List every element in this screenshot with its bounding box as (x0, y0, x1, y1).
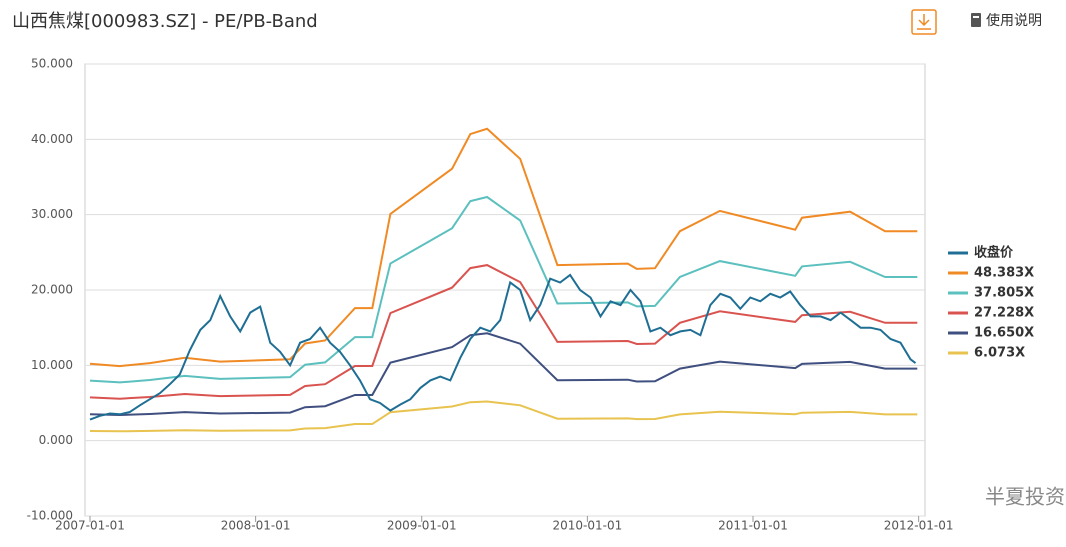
y-tick-label: 50.000 (31, 57, 73, 71)
watermark: 半夏投资 (985, 485, 1065, 509)
y-tick-label: 40.000 (31, 132, 73, 146)
x-tick-label: 2012-01-01 (884, 519, 954, 533)
y-tick-label: -10.000 (27, 509, 73, 523)
series-line (89, 332, 918, 417)
x-tick-label: 2008-01-01 (221, 519, 291, 533)
series-line (89, 273, 917, 421)
help-link[interactable]: 使用说明 (971, 12, 1042, 29)
series-line (89, 400, 918, 433)
series-line (89, 195, 918, 384)
download-button[interactable] (911, 9, 937, 35)
chart-title: 山西焦煤[000983.SZ] - PE/PB-Band (12, 11, 318, 32)
y-tick-label: 20.000 (31, 283, 73, 297)
legend-label: 16.650X (974, 326, 1034, 341)
x-tick-label: 2010-01-01 (552, 519, 622, 533)
y-tick-label: 0.000 (39, 433, 73, 447)
series-line (89, 127, 918, 368)
legend-label: 37.805X (974, 286, 1034, 301)
x-tick-label: 2011-01-01 (718, 519, 788, 533)
y-tick-label: 30.000 (31, 207, 73, 221)
x-tick-label: 2007-01-01 (55, 519, 125, 533)
x-tick-label: 2009-01-01 (387, 519, 457, 533)
legend-label: 27.228X (974, 306, 1034, 321)
legend-label: 收盘价 (974, 245, 1014, 261)
y-tick-label: 10.000 (31, 358, 73, 372)
legend-label: 6.073X (974, 346, 1025, 361)
help-text[interactable]: 使用说明 (986, 12, 1042, 29)
series-line (89, 264, 918, 400)
legend-label: 48.383X (974, 266, 1034, 281)
